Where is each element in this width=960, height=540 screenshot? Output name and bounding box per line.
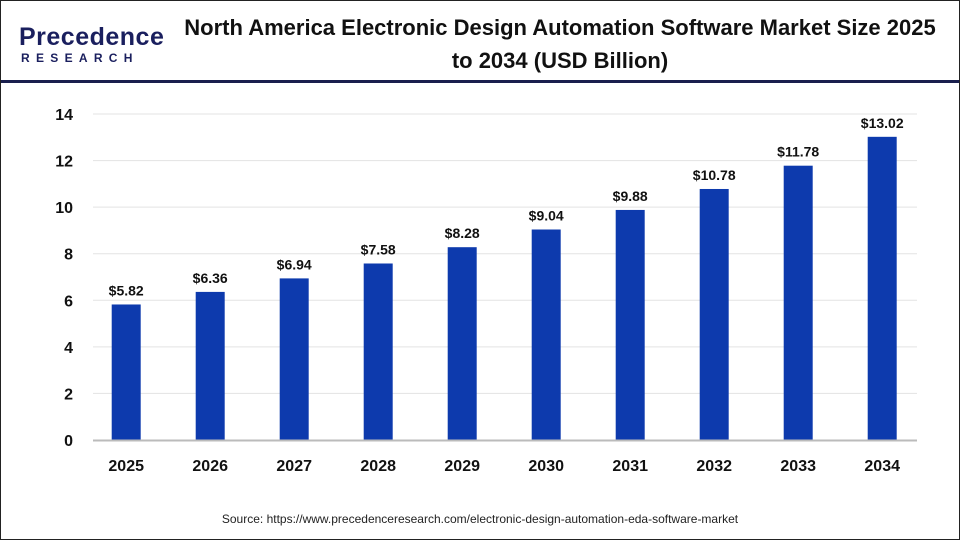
- y-tick-label: 12: [55, 154, 73, 171]
- y-tick-label: 14: [55, 107, 73, 124]
- x-tick-label: 2029: [444, 458, 480, 475]
- data-label: $9.04: [529, 207, 564, 223]
- x-tick-label: 2027: [276, 458, 312, 475]
- bar: [699, 188, 729, 440]
- data-label: $9.88: [613, 188, 648, 204]
- x-tick-label: 2033: [780, 458, 816, 475]
- source-note: Source: https://www.precedenceresearch.c…: [221, 512, 739, 526]
- data-label: $6.36: [193, 270, 228, 286]
- precedence-research-logo: Precedence RESEARCH: [17, 23, 165, 65]
- chart-title: North America Electronic Design Automati…: [184, 15, 936, 73]
- bar: [531, 229, 561, 440]
- logo-line2: RESEARCH: [21, 51, 139, 65]
- logo-line1: Precedence: [19, 23, 165, 51]
- x-tick-label: 2031: [612, 458, 648, 475]
- y-tick-label: 0: [64, 433, 73, 450]
- x-tick-label: 2034: [864, 458, 900, 475]
- data-label: $10.78: [693, 167, 736, 183]
- bar: [111, 304, 141, 440]
- x-tick-label: 2026: [192, 458, 228, 475]
- data-label: $8.28: [445, 225, 480, 241]
- y-tick-label: 4: [64, 340, 73, 357]
- y-tick-label: 8: [64, 247, 73, 264]
- data-label: $11.78: [777, 144, 819, 160]
- bar: [615, 209, 645, 440]
- data-label: $6.94: [277, 256, 312, 272]
- y-tick-label: 2: [64, 386, 73, 403]
- bar: [867, 136, 897, 440]
- header-divider: [1, 80, 959, 83]
- x-tick-label: 2030: [528, 458, 564, 475]
- data-label: $7.58: [361, 241, 396, 257]
- bar: [363, 263, 393, 440]
- data-label: $5.82: [109, 282, 144, 298]
- data-label: $13.02: [861, 115, 904, 131]
- bar: [279, 278, 309, 440]
- y-tick-label: 6: [64, 293, 73, 310]
- x-tick-label: 2028: [360, 458, 396, 475]
- x-tick-label: 2025: [108, 458, 144, 475]
- bar: [783, 165, 813, 441]
- bar: [447, 247, 477, 440]
- y-tick-label: 10: [55, 200, 73, 217]
- bar: [195, 291, 225, 440]
- x-tick-label: 2032: [696, 458, 732, 475]
